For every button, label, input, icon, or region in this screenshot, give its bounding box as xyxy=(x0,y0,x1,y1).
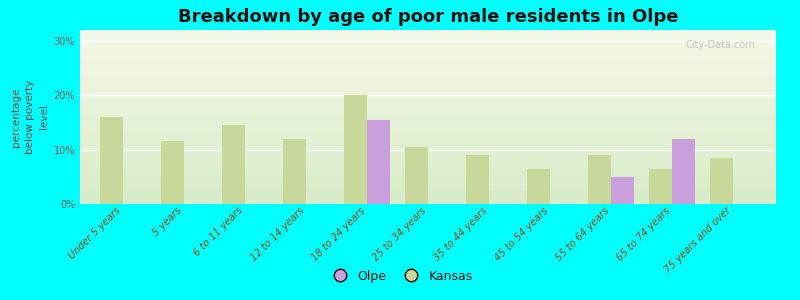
Bar xyxy=(222,125,245,204)
Bar xyxy=(649,169,672,204)
Text: City-Data.com: City-Data.com xyxy=(686,40,755,50)
Bar xyxy=(344,95,367,204)
Bar xyxy=(466,155,489,204)
Bar xyxy=(672,139,695,204)
Bar xyxy=(161,142,184,204)
Legend: Olpe, Kansas: Olpe, Kansas xyxy=(322,265,478,288)
Title: Breakdown by age of poor male residents in Olpe: Breakdown by age of poor male residents … xyxy=(178,8,678,26)
Bar xyxy=(588,155,611,204)
Bar xyxy=(611,177,634,204)
Y-axis label: percentage
below poverty
level: percentage below poverty level xyxy=(11,80,50,154)
Bar xyxy=(405,147,428,204)
Bar xyxy=(527,169,550,204)
Bar xyxy=(710,158,734,204)
Bar xyxy=(282,139,306,204)
Bar xyxy=(99,117,122,204)
Bar xyxy=(367,120,390,204)
